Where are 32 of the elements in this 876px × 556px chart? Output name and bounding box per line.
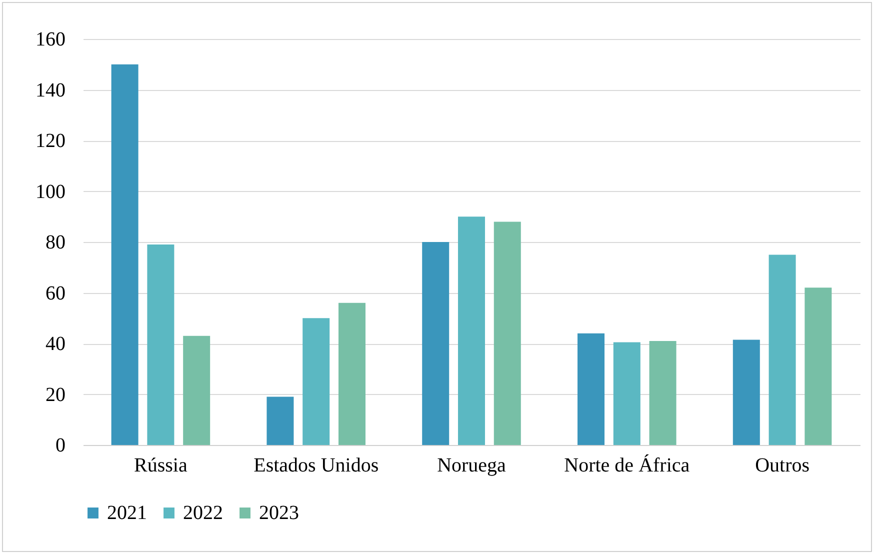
y-tick-label: 20	[46, 384, 66, 406]
y-tick-label: 0	[56, 434, 66, 456]
legend-label: 2023	[259, 502, 299, 524]
y-tick-label: 100	[36, 180, 66, 203]
legend-label: 2022	[183, 502, 223, 524]
x-tick-label: Outros	[755, 454, 810, 476]
bar	[613, 342, 640, 445]
y-tick-label: 120	[36, 130, 66, 152]
bar	[804, 288, 832, 445]
y-tick-label: 80	[46, 232, 66, 254]
y-tick-label: 40	[46, 333, 66, 355]
bar	[649, 340, 676, 445]
bar	[266, 396, 294, 445]
y-tick-label: 140	[36, 79, 66, 102]
x-tick-label: Noruega	[437, 454, 506, 476]
x-tick-label: Norte de África	[564, 454, 690, 476]
x-tick-label: Rússia	[134, 454, 188, 476]
bar	[111, 64, 138, 445]
x-tick-label: Estados Unidos	[254, 454, 379, 476]
bar	[422, 242, 450, 445]
bar	[147, 244, 174, 445]
bar	[338, 302, 366, 445]
bar	[494, 222, 521, 445]
bar	[578, 333, 605, 445]
y-tick-label: 60	[46, 282, 66, 304]
bar	[458, 216, 485, 445]
bar	[768, 254, 796, 445]
y-tick-label: 160	[36, 28, 66, 50]
bar	[732, 340, 760, 445]
bar	[183, 336, 210, 445]
bar	[302, 318, 330, 445]
legend-label: 2021	[107, 502, 147, 524]
